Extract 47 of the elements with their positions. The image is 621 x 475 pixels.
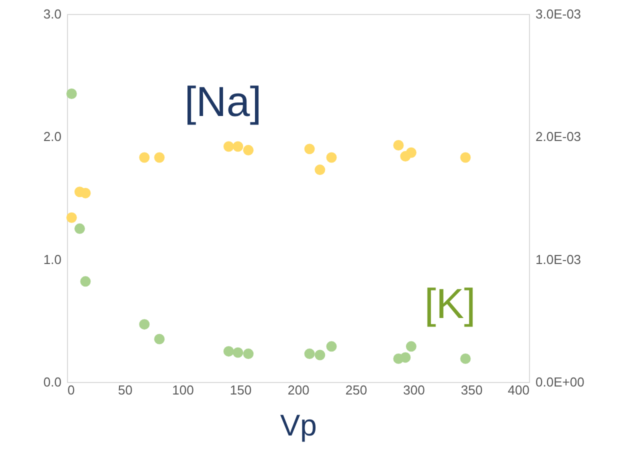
x-tick-label: 100 xyxy=(172,382,194,398)
point xyxy=(232,141,244,152)
x-tick-label: 150 xyxy=(230,382,252,398)
point xyxy=(223,141,234,152)
point xyxy=(154,152,165,163)
point xyxy=(154,334,165,344)
point xyxy=(314,164,326,176)
point xyxy=(326,341,337,352)
point xyxy=(232,347,244,358)
point xyxy=(139,319,150,330)
point xyxy=(304,348,315,360)
x-tick-label: 400 xyxy=(508,382,530,398)
point xyxy=(66,212,77,223)
point xyxy=(393,140,404,150)
point xyxy=(80,276,91,287)
point xyxy=(460,152,471,163)
point xyxy=(66,88,77,99)
x-tick-label: 300 xyxy=(403,382,425,398)
x-axis-title: Vp xyxy=(280,410,317,442)
y2-tick-label: 2.0E-03 xyxy=(536,129,582,144)
point xyxy=(74,223,85,234)
point xyxy=(243,348,254,360)
x-tick-label: 200 xyxy=(288,382,310,398)
point xyxy=(243,144,254,156)
point xyxy=(314,350,326,360)
y-tick-label: 3.0 xyxy=(43,6,62,22)
annotation: [Na] xyxy=(184,78,262,125)
point xyxy=(460,353,471,364)
point xyxy=(400,352,411,363)
x-tick-label: 0 xyxy=(68,382,75,398)
point xyxy=(406,147,416,158)
point xyxy=(406,341,416,352)
x-tick-label: 250 xyxy=(345,382,368,398)
point xyxy=(326,152,337,163)
point xyxy=(139,152,150,163)
y2-tick-label: 0.0E+00 xyxy=(536,374,584,390)
annotation: [K] xyxy=(424,280,476,327)
point xyxy=(304,144,315,154)
y-tick-label: 0.0 xyxy=(43,374,62,390)
y2-tick-label: 3.0E-03 xyxy=(536,6,582,22)
point xyxy=(80,188,91,198)
y-tick-label: 2.0 xyxy=(43,129,62,144)
x-tick-label: 50 xyxy=(118,382,132,398)
y2-tick-label: 1.0E-03 xyxy=(536,252,582,267)
x-tick-label: 350 xyxy=(460,382,483,398)
y-tick-label: 1.0 xyxy=(43,252,62,267)
point xyxy=(223,346,234,357)
